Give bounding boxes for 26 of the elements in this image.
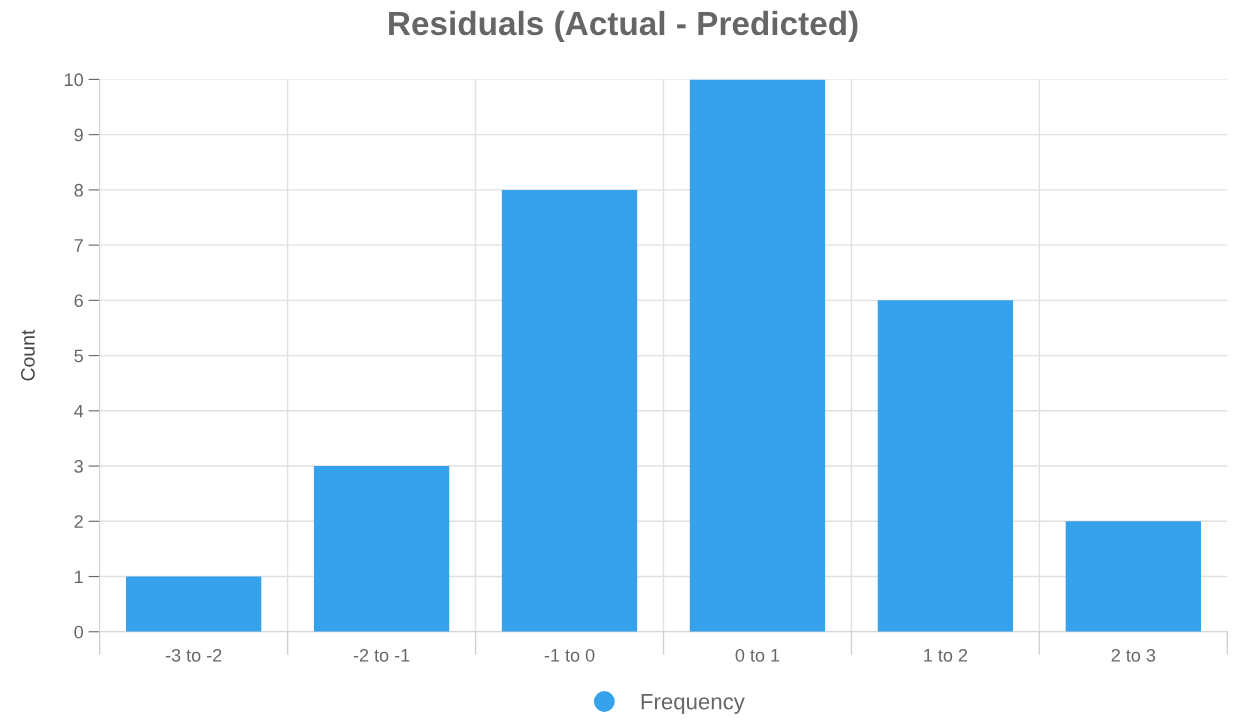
bar — [877, 300, 1014, 632]
x-tick-label: 1 to 2 — [924, 648, 968, 662]
y-tick-label: 1 — [75, 570, 83, 584]
bar — [1065, 521, 1201, 632]
y-axis-title: Count — [21, 329, 35, 381]
y-tick-label: 3 — [74, 459, 83, 473]
x-tick-label: 0 to 1 — [735, 648, 780, 662]
bar — [313, 466, 450, 632]
y-tick-label: 2 — [74, 515, 83, 528]
x-tick-label: 2 to 3 — [1111, 648, 1156, 662]
legend-label: Frequency — [641, 693, 745, 714]
x-tick-label: -2 to -1 — [353, 648, 410, 662]
y-tick-label: 6 — [74, 294, 83, 308]
x-tick-label: -1 to 0 — [544, 648, 595, 662]
bar — [689, 79, 826, 632]
chart-title: Residuals (Actual - Predicted) — [389, 10, 858, 42]
y-tick-label: 4 — [74, 404, 84, 418]
y-tick-label: 5 — [74, 349, 83, 363]
x-tick-label: -3 to -2 — [165, 648, 222, 662]
y-tick-label: 8 — [74, 183, 83, 197]
bar — [501, 189, 638, 632]
y-tick-label: 10 — [65, 73, 83, 87]
y-tick-label: 9 — [74, 128, 83, 142]
y-tick-label: 7 — [74, 239, 83, 252]
bar — [125, 576, 262, 632]
y-tick-label: 0 — [74, 625, 83, 639]
